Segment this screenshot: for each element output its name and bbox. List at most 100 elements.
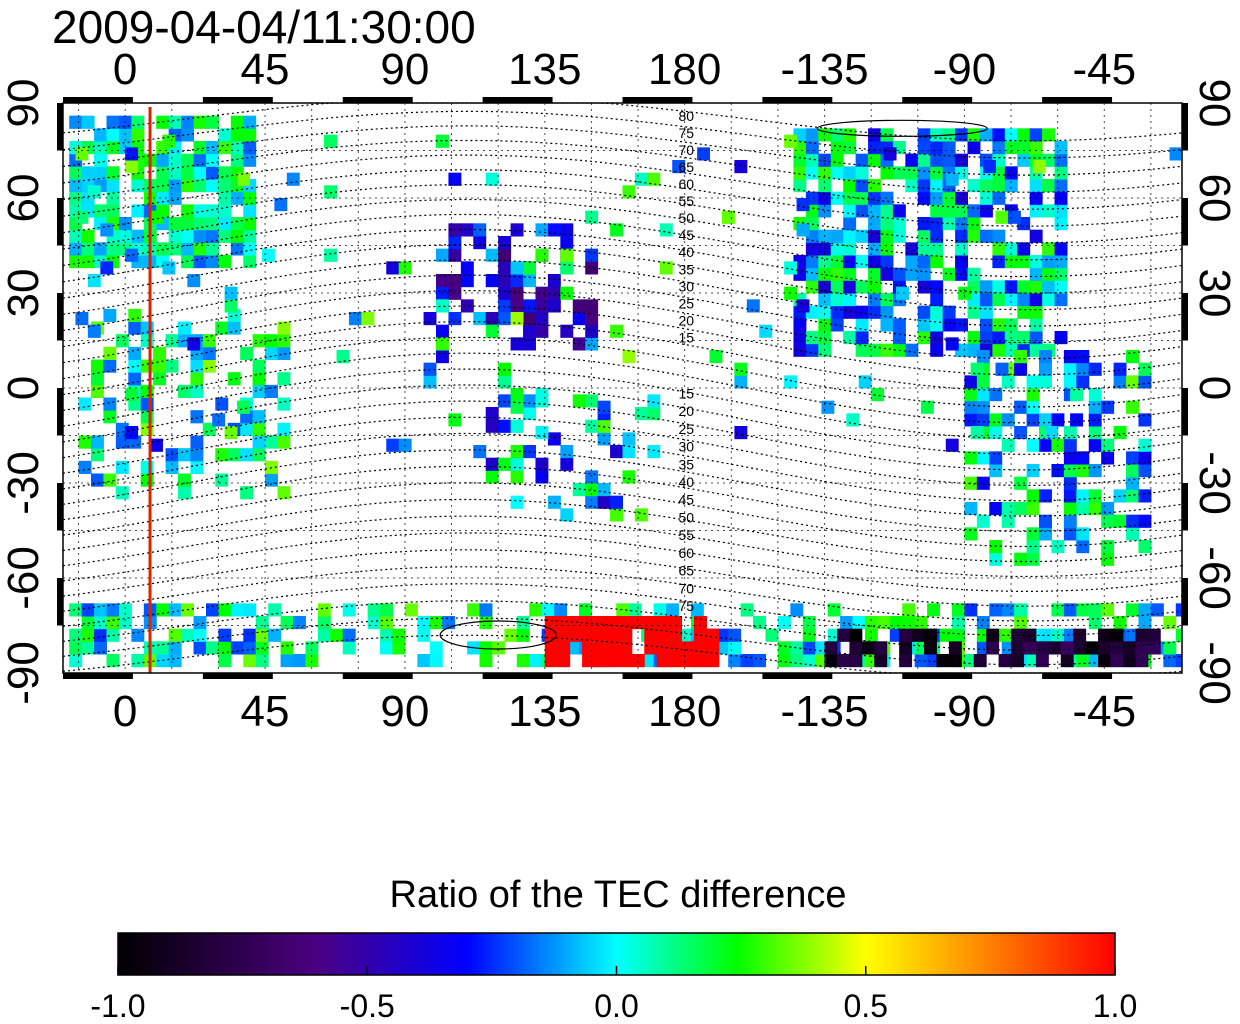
- tec-cell: [69, 242, 83, 256]
- tec-cell: [706, 641, 720, 655]
- tec-cell: [1088, 464, 1102, 478]
- tec-cell: [1035, 641, 1049, 655]
- tec-cell: [578, 603, 592, 617]
- tec-cell: [261, 248, 275, 262]
- tec-cell: [930, 242, 944, 256]
- tec-cell: [1076, 540, 1090, 554]
- border-bar: [342, 97, 413, 103]
- border-bar: [482, 673, 553, 679]
- tec-cell: [336, 350, 350, 364]
- tec-cell: [818, 293, 832, 307]
- tec-cell: [955, 229, 969, 243]
- tec-cell: [868, 280, 881, 294]
- tec-cell: [1014, 476, 1028, 490]
- tec-cell: [1076, 603, 1090, 617]
- tec-cell: [240, 486, 254, 500]
- tec-cell: [1088, 616, 1102, 630]
- tec-cell: [498, 419, 512, 433]
- tec-cell: [1004, 293, 1018, 307]
- tec-cell: [917, 305, 931, 319]
- grid-layer: [63, 103, 1182, 673]
- tec-cell: [193, 229, 207, 243]
- tec-cell: [498, 299, 512, 313]
- tec-cell: [1029, 293, 1043, 307]
- border-bar: [902, 673, 973, 679]
- x-tick-top: 0: [112, 45, 138, 94]
- tec-cell: [554, 603, 568, 617]
- contour-label: 40: [678, 244, 694, 260]
- tec-cell: [78, 397, 92, 411]
- tec-cell: [622, 432, 636, 446]
- tec-cell: [843, 179, 857, 193]
- tec-cell: [644, 628, 658, 642]
- tec-cell: [81, 242, 95, 256]
- contour-label: 70: [678, 142, 694, 158]
- colorbar-tick-label: -1.0: [90, 988, 146, 1024]
- tec-cell: [128, 372, 142, 386]
- tec-cell: [992, 331, 1006, 345]
- tec-cell: [156, 603, 170, 617]
- tec-cell: [156, 153, 170, 167]
- tec-cell: [1023, 628, 1037, 642]
- contour-line: [63, 617, 1182, 666]
- tec-cell: [992, 343, 1006, 357]
- tec-cell: [94, 242, 108, 256]
- tec-cell: [348, 312, 362, 326]
- tec-cell: [989, 426, 1003, 440]
- tec-cell: [1101, 451, 1115, 465]
- tec-cell: [843, 305, 857, 319]
- tec-cell: [125, 426, 139, 440]
- tec-cell: [1051, 413, 1065, 427]
- tec-cell: [1063, 438, 1077, 452]
- tec-cell: [1029, 179, 1043, 193]
- border-bar: [902, 97, 973, 103]
- tec-cell: [69, 628, 83, 642]
- tec-cell: [597, 432, 611, 446]
- tec-cell: [852, 616, 866, 630]
- tec-cell: [193, 255, 207, 269]
- tec-cell: [572, 394, 586, 408]
- contour-label: 15: [678, 385, 694, 401]
- tec-cell: [1023, 641, 1037, 655]
- tec-cell: [746, 299, 760, 313]
- tec-cell: [802, 628, 816, 642]
- tec-cell: [818, 318, 832, 332]
- tec-cell: [140, 422, 154, 436]
- tec-cell: [181, 153, 195, 167]
- tec-cell: [1029, 318, 1043, 332]
- tec-cell: [448, 172, 462, 186]
- tec-cell: [989, 502, 1003, 516]
- tec-cell: [1026, 400, 1040, 414]
- tec-cell: [805, 280, 819, 294]
- tec-cell: [585, 248, 599, 262]
- tec-cell: [840, 616, 854, 630]
- tec-cell: [479, 603, 493, 617]
- tec-cell: [81, 229, 95, 243]
- colorbar-tick-label: 1.0: [1092, 988, 1138, 1024]
- tec-cell: [467, 603, 481, 617]
- tec-cell: [582, 641, 596, 655]
- tec-cell: [610, 324, 623, 338]
- tec-cell: [125, 248, 139, 262]
- tec-cell: [989, 552, 1003, 566]
- tec-cell: [1026, 489, 1040, 503]
- tec-cell: [218, 603, 232, 617]
- tec-cell: [1073, 628, 1087, 642]
- tec-cell: [277, 435, 291, 449]
- tec-cell: [976, 400, 990, 414]
- tec-cell: [880, 242, 894, 256]
- contour-line: [63, 498, 1182, 563]
- tec-cell: [1175, 628, 1182, 642]
- tec-cell: [498, 375, 512, 389]
- tec-cell: [94, 128, 108, 142]
- tec-cell: [945, 337, 959, 351]
- tec-cell: [1054, 153, 1068, 167]
- tec-cell: [491, 641, 505, 655]
- tec-cell: [212, 413, 226, 427]
- tec-cell: [118, 616, 132, 630]
- tec-cell: [659, 223, 673, 237]
- tec-cell: [243, 153, 257, 167]
- tec-cell: [227, 448, 241, 462]
- tec-cell: [930, 280, 944, 294]
- tec-cell: [94, 641, 108, 655]
